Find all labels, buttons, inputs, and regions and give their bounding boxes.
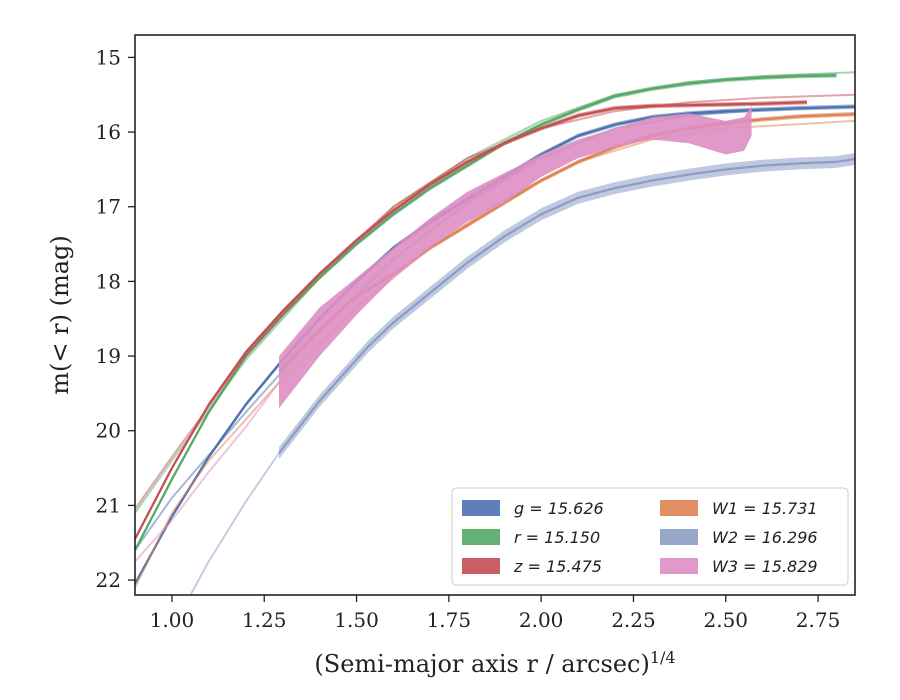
x-tick-label: 1.75 [427,608,472,632]
x-tick-label: 2.75 [796,608,841,632]
legend-frame [451,487,849,586]
series-w3 [135,105,752,563]
legend: g = 15.626 r = 15.150 z = 15.475 W1 = 15.73… [451,487,849,586]
legend-swatch [660,500,698,516]
x-axis-label: (Semi-major axis r / arcsec)1/4 [314,648,675,678]
legend-entry: W3 = 15.829 [712,557,818,576]
y-tick-label: 17 [96,195,121,219]
y-tick-label: 22 [96,568,121,592]
x-axis-label-main: (Semi-major axis r / arcsec) [314,650,649,678]
series-model-line [135,381,280,563]
x-tick-label: 1.25 [242,608,287,632]
y-axis: 15 16 17 18 19 20 21 22 [96,45,135,592]
legend-swatch [462,529,500,545]
legend-swatch [660,529,698,545]
x-tick-label: 2.50 [704,608,749,632]
plot-frame [134,34,856,596]
series-band [135,100,807,542]
series-w2 [189,153,855,595]
legend-swatch [462,500,500,516]
series-line [135,101,808,540]
legend-entry: W2 = 16.296 [712,528,818,547]
y-tick-label: 18 [96,269,121,293]
y-tick-label: 16 [96,120,121,144]
series-model-line [189,452,280,595]
x-axis-label-sup: 1/4 [650,648,676,667]
series-model-line [135,105,855,551]
x-tick-label: 2.25 [611,608,656,632]
series-layer [135,71,855,595]
y-axis-label: m(< r) (mag) [46,235,74,394]
y-tick-label: 21 [96,493,121,517]
series-band [279,153,855,460]
series-z [135,93,855,542]
series-line [278,157,855,454]
y-tick-label: 20 [96,419,121,443]
legend-swatch [660,558,698,574]
legend-entry: z = 15.475 [513,557,602,576]
x-axis: 1.00 1.25 1.50 1.75 2.00 2.25 2.50 2.75 [150,595,841,632]
y-tick-label: 19 [96,344,121,368]
x-tick-label: 2.00 [519,608,564,632]
series-band [279,105,752,409]
x-tick-label: 1.00 [150,608,195,632]
x-tick-label: 1.50 [334,608,379,632]
series-model-line [135,93,855,510]
legend-entry: r = 15.150 [514,528,600,547]
legend-entry: g = 15.626 [514,499,604,518]
legend-entry: W1 = 15.731 [712,499,818,518]
legend-swatch [462,558,500,574]
y-tick-label: 15 [96,45,121,69]
